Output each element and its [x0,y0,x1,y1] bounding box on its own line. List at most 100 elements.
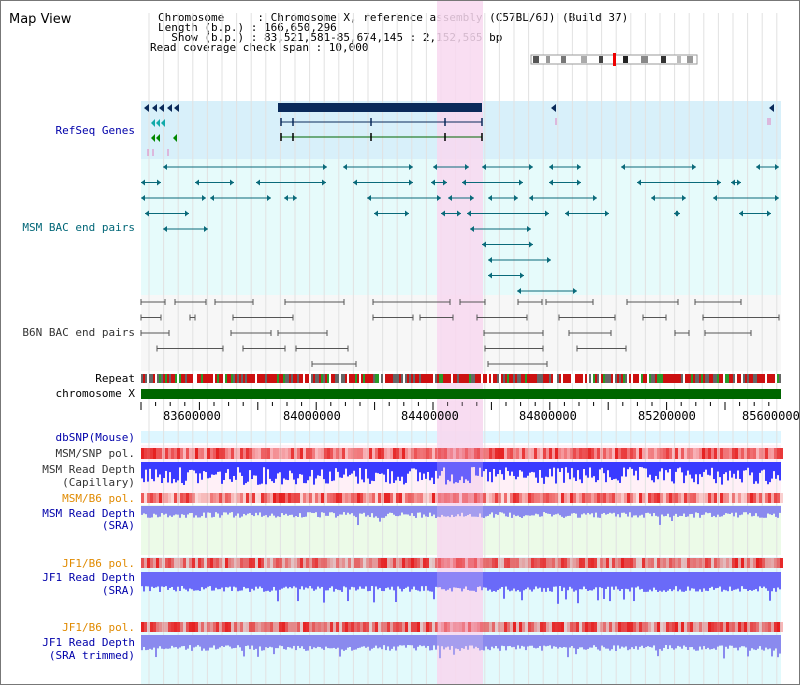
jf1-b6-pol-bin [348,558,351,568]
snp-pol-bin [279,448,282,459]
snp-pol-bin [390,448,393,459]
depth-bar [425,462,427,479]
jf1-b6-pol-bin [705,558,708,568]
snp-pol-bin [582,448,585,459]
snp-pol-bin [555,448,558,459]
depth-bar [555,462,557,484]
depth-bar [433,506,435,515]
depth-bar [747,462,749,468]
repeat-element [553,374,555,383]
depth-bar [259,572,261,587]
gene-strand-arrow [174,104,179,112]
depth-bar [515,462,517,480]
jf1-b6-pol-bin [639,622,642,632]
bac-end-arrow [731,179,735,186]
depth-bar [757,635,759,649]
label-refseq-genes[interactable]: RefSeq Genes [55,124,135,137]
jf1-b6-pol-bin [276,558,279,568]
msm-b6-pol-bin [591,493,594,503]
jf1-b6-pol-bin [579,622,582,632]
depth-bar [665,506,667,516]
depth-bar [441,572,443,590]
label-msm-read-depth-sra[interactable]: MSM Read Depth [42,507,135,520]
depth-bar [369,506,371,518]
depth-bar [333,462,335,481]
depth-bar [555,572,557,587]
depth-bar [263,506,265,516]
jf1-b6-pol-bin [462,622,465,632]
depth-bar [343,635,345,651]
msm-b6-pol-bin [495,493,498,503]
msm-b6-pol-bin [732,493,735,503]
gene-strand-arrow [161,119,165,127]
label-msm-b6-pol[interactable]: MSM/B6 pol. [62,492,135,505]
label-chromosome: chromosome X [55,387,135,400]
repeat-element [647,374,649,383]
jf1-b6-pol-bin [552,558,555,568]
repeat-element [453,374,455,383]
depth-bar [531,462,533,472]
depth-bar [379,506,381,522]
jf1-b6-pol-bin [603,558,606,568]
label-b6n-bac-end-pairs[interactable]: B6N BAC end pairs [22,326,135,339]
depth-bar [757,506,759,517]
jf1-b6-pol-bin [252,622,255,632]
depth-bar [183,506,185,515]
snp-pol-bin [657,448,660,459]
repeat-element [463,374,465,383]
depth-bar [359,572,361,587]
label-dbsnp[interactable]: dbSNP(Mouse) [55,431,135,444]
ideogram-band [623,56,628,63]
jf1-b6-pol-bin [423,558,426,568]
label-msm-bac-end-pairs[interactable]: MSM BAC end pairs [22,221,135,234]
repeat-element [571,374,573,383]
depth-bar [387,506,389,514]
depth-bar [529,572,531,590]
depth-bar [253,572,255,591]
label-jf1-read-depth-sra-sub[interactable]: (SRA) [101,584,135,597]
depth-bar [747,506,749,515]
label-jf1-read-depth-sra[interactable]: JF1 Read Depth [42,571,135,584]
jf1-b6-pol-bin [543,558,546,568]
ideogram-band [546,56,550,63]
depth-bar [619,462,621,483]
depth-bar [221,506,223,516]
label-jf1-b6-pol-2[interactable]: JF1/B6 pol. [62,621,135,634]
jf1-b6-pol-bin [606,558,609,568]
repeat-element [727,374,729,383]
jf1-b6-pol-bin [522,558,525,568]
depth-bar [149,635,151,649]
depth-bar [769,572,771,601]
jf1-b6-pol-bin [150,558,153,568]
depth-bar [771,572,773,592]
bac-end-arrow [577,179,581,186]
msm-b6-pol-bin [729,493,732,503]
label-msm-read-depth-sra-sub[interactable]: (SRA) [101,519,135,532]
depth-bar [177,635,179,649]
depth-bar [645,635,647,648]
jf1-b6-pol-bin [342,558,345,568]
depth-bar [437,572,439,588]
msm-b6-pol-bin [393,493,396,503]
label-jf1-read-depth-trimmed-sub[interactable]: (SRA trimmed) [48,649,135,662]
depth-bar [677,462,679,469]
jf1-b6-pol-bin [726,622,729,632]
depth-bar [705,506,707,513]
depth-bar [779,572,781,590]
repeat-element [721,374,723,383]
label-jf1-b6-pol[interactable]: JF1/B6 pol. [62,557,135,570]
msm-b6-pol-bin [672,493,675,503]
repeat-element [633,374,635,383]
snp-pol-bin [330,448,333,459]
msm-b6-pol-bin [510,493,513,503]
depth-bar [179,572,181,591]
label-jf1-read-depth-trimmed[interactable]: JF1 Read Depth [42,636,135,649]
depth-bar [439,572,441,588]
jf1-b6-pol-bin [774,558,777,568]
repeat-element [445,374,447,383]
snp-pol-bin [534,448,537,459]
msm-b6-pol-bin [660,493,663,503]
jf1-b6-pol-bin [549,558,552,568]
gene-strand-arrow [156,119,160,127]
